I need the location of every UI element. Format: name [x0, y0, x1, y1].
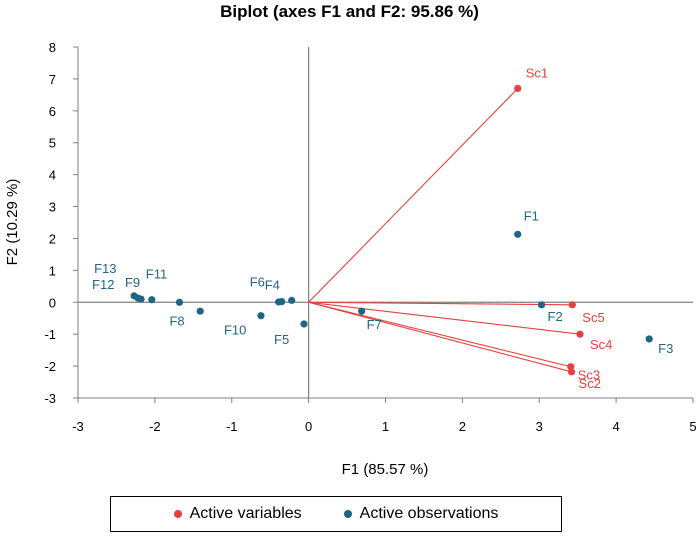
point-label-f9: F9	[125, 275, 140, 290]
y-tick-label: 4	[49, 168, 56, 183]
legend: Active variables Active observations	[110, 496, 562, 532]
point-label-f11: F11	[146, 267, 167, 282]
point-unlabeled	[196, 307, 204, 315]
x-tick-label: 3	[536, 419, 543, 434]
x-tick-label: -3	[72, 419, 84, 434]
point-label-sc4: Sc4	[590, 337, 612, 352]
point-label-f8: F8	[169, 313, 184, 328]
points-group	[130, 84, 653, 376]
point-label-f12: F12	[92, 277, 114, 292]
point-unlabeled	[275, 298, 283, 306]
x-tick-label: 0	[305, 419, 312, 434]
x-axis-label: F1 (85.57 %)	[342, 461, 429, 478]
x-tick-label: -2	[149, 419, 161, 434]
vector-sc3	[308, 301, 571, 368]
x-tick-label: 1	[382, 419, 389, 434]
point-label-sc3: Sc3	[578, 368, 600, 383]
y-tick-label: 5	[49, 136, 56, 151]
point-f1	[514, 230, 522, 238]
point-label-f7: F7	[367, 317, 382, 332]
y-tick-label: 3	[49, 200, 56, 215]
biplot-chart: -3 -2 -1 0 1 2 3 4 5 -3 -2 -1 0 1 2 3 4 5 6 7 8 Sc1 Sc5 Sc4 Sc3…	[4, 40, 697, 478]
point-f10	[257, 312, 265, 320]
point-f8	[175, 298, 184, 306]
x-tick-label: 5	[689, 419, 696, 434]
x-tick-label: 2	[459, 419, 466, 434]
point-sc4	[576, 330, 584, 338]
vector-sc1	[308, 88, 519, 303]
vector-sc2	[308, 301, 572, 373]
point-sc1	[514, 84, 522, 93]
y-tick-label: 7	[49, 72, 56, 87]
legend-marker-observations	[343, 510, 352, 518]
point-label-f5: F5	[274, 332, 289, 347]
chart-title: Biplot (axes F1 and F2: 95.86 %)	[220, 2, 479, 21]
x-tick-label: 4	[613, 419, 620, 434]
y-tick-label: 0	[49, 295, 56, 310]
point-label-f3: F3	[658, 341, 673, 356]
point-f3	[645, 335, 653, 343]
point-sc5	[568, 301, 576, 309]
vector-sc4	[308, 301, 581, 335]
point-label-sc1: Sc1	[526, 65, 548, 80]
ticks-group: -3 -2 -1 0 1 2 3 4 5 -3 -2 -1 0 1 2 3 4 5 6 7 8	[44, 40, 696, 434]
point-label-f1: F1	[524, 208, 539, 223]
y-tick-label: 1	[49, 263, 56, 278]
point-label-sc5: Sc5	[582, 310, 604, 325]
point-f2	[537, 301, 546, 309]
y-tick-label: -1	[44, 327, 56, 342]
x-tick-label: -1	[226, 419, 238, 434]
vector-sc5	[308, 301, 573, 306]
point-label-f4: F4	[265, 278, 280, 293]
point-f5	[300, 320, 308, 328]
point-f13	[130, 292, 138, 300]
y-tick-label: -3	[44, 391, 56, 406]
point-label-f10: F10	[224, 323, 246, 338]
point-label-f6: F6	[250, 274, 265, 289]
point-label-f2: F2	[548, 309, 563, 324]
y-tick-label: -2	[44, 359, 56, 374]
y-tick-label: 6	[49, 104, 56, 119]
point-label-sc2: Sc2	[579, 376, 601, 391]
point-sc2	[567, 368, 576, 376]
legend-marker-variables	[173, 510, 182, 518]
y-axis-label: F2 (10.29 %)	[4, 179, 21, 266]
point-f11	[148, 296, 156, 304]
vectors-group	[308, 88, 581, 373]
point-f12	[137, 295, 145, 303]
legend-label-observations: Active observations	[359, 505, 499, 522]
legend-label-variables: Active variables	[189, 505, 302, 522]
point-label-f13: F13	[94, 261, 116, 276]
y-tick-label: 8	[49, 40, 56, 55]
legend-item-observations: Active observations	[343, 505, 499, 523]
point-f6	[288, 296, 296, 304]
legend-item-variables: Active variables	[173, 505, 302, 523]
y-tick-label: 2	[49, 231, 56, 246]
point-f7	[358, 307, 366, 315]
